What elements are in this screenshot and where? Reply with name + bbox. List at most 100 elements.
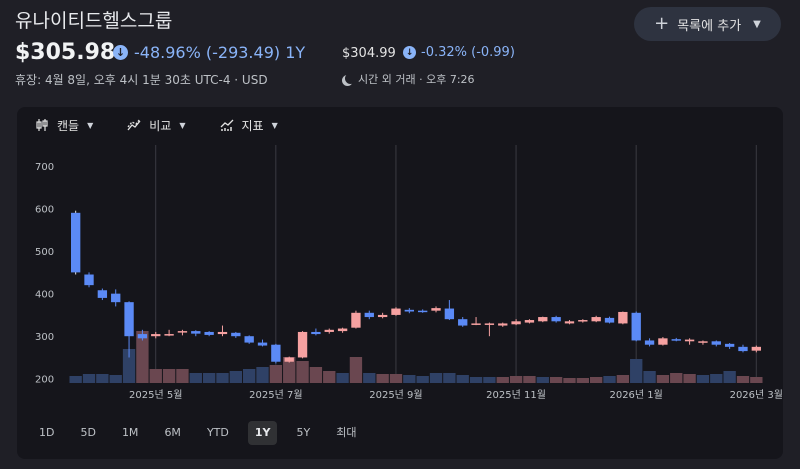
candle-body (257, 342, 268, 346)
volume-bar (216, 373, 229, 383)
plus-icon: + (654, 13, 670, 34)
candle-body (151, 334, 161, 337)
volume-bar (349, 357, 363, 383)
volume-bar (643, 371, 656, 383)
after-hours-change: ↓ -0.32% (-0.99) (403, 45, 515, 60)
volume-bar (723, 371, 736, 383)
candle-body (564, 321, 575, 324)
y-tick-label: 300 (35, 332, 54, 343)
y-tick-label: 600 (35, 205, 54, 216)
company-title: 유나이티드헬스그룹 (15, 10, 173, 32)
candle-body (324, 329, 334, 332)
volume-bar (456, 375, 469, 383)
range-button[interactable]: 최대 (336, 426, 357, 439)
candle-body (711, 341, 721, 345)
range-button[interactable]: 1Y (247, 421, 278, 445)
volume-bar (750, 377, 763, 383)
volume-bar (590, 377, 603, 383)
volume-bar (483, 377, 496, 383)
candlestick-chart[interactable]: 2025년 5월 2025년 7월 2025년 9월 2025년 11월 2026년 1… (17, 145, 783, 415)
range-selector: 1D 5D 1M 6M YTD 1Y 5Y 최대 (32, 421, 375, 445)
volume-bar (202, 373, 216, 383)
add-to-watchlist-button[interactable]: + 목록에 추가 ▼ (634, 7, 781, 41)
price-change: ↓ -48.96% (-293.49) 1Y (113, 43, 305, 62)
compare-dropdown[interactable]: 비교 ▼ (109, 117, 201, 134)
candle-body (177, 331, 188, 333)
candle-body (644, 340, 655, 345)
volume-bar (256, 367, 269, 383)
volume-bar (149, 369, 162, 383)
candle-body (418, 310, 428, 313)
candle-body (631, 312, 641, 341)
volume-bar (523, 376, 536, 383)
volume-bar (122, 349, 136, 383)
x-tick-label: 2025년 9월 (369, 389, 422, 401)
volume-bar (363, 373, 376, 383)
candle-body (97, 290, 108, 298)
candle-body (204, 331, 214, 335)
candle-body (137, 334, 148, 339)
range-button[interactable]: 6M (164, 426, 181, 439)
candle-body (738, 346, 748, 352)
range-button[interactable]: 5D (80, 426, 96, 439)
caret-down-icon: ▼ (87, 120, 94, 130)
candle-body (311, 331, 321, 335)
candle-body (591, 317, 601, 322)
volume-bar (96, 374, 109, 383)
y-tick-label: 200 (35, 375, 54, 386)
volume-bar (136, 331, 149, 383)
indicator-label: 지표 (241, 118, 264, 133)
range-button[interactable]: 1D (39, 426, 55, 439)
range-button[interactable]: YTD (206, 426, 229, 439)
volume-bar (403, 375, 416, 383)
candle-body (231, 332, 241, 337)
candle-body (271, 344, 281, 362)
candle-body (498, 323, 508, 326)
candle-body (671, 339, 681, 341)
indicator-dropdown[interactable]: 지표 ▼ (202, 117, 294, 134)
volume-bar (189, 373, 202, 383)
compare-label: 비교 (149, 118, 172, 133)
after-hours-status: 시간 외 거래 · 오후 7:26 (342, 71, 475, 87)
current-price: $305.98 (15, 40, 116, 65)
volume-bar (536, 377, 549, 383)
volume-bar (736, 376, 750, 383)
volume-bar (162, 369, 176, 383)
y-tick-label: 700 (35, 162, 54, 173)
candle-body (551, 317, 561, 322)
chart-panel: 캔들 ▼ 비교 ▼ 지표 ▼ 2025년 5월 2025년 7월 2025년 9월 2… (17, 107, 783, 459)
candle-body (444, 308, 455, 320)
volume-bar (296, 361, 309, 383)
volume-bar (656, 375, 670, 383)
candle-body (658, 338, 668, 345)
volume-bar (549, 377, 563, 383)
candle-body (284, 357, 294, 362)
volume-bar (376, 374, 389, 383)
candle-body (84, 274, 94, 286)
x-tick-label: 2025년 11월 (486, 389, 546, 401)
moon-icon (345, 73, 356, 84)
range-button[interactable]: 5Y (296, 426, 311, 439)
volume-bar (603, 376, 616, 383)
candle-body (71, 212, 81, 273)
volume-bar (243, 369, 256, 383)
volume-bar (509, 376, 523, 383)
after-hours-status-text: 시간 외 거래 · 오후 7:26 (358, 73, 475, 86)
volume-bar (389, 374, 403, 383)
candle-body (458, 319, 468, 326)
candle-body (297, 331, 308, 358)
range-button[interactable]: 1M (121, 426, 139, 439)
volume-bar (443, 373, 456, 383)
candle-dropdown[interactable]: 캔들 ▼ (17, 117, 109, 134)
candle-body (124, 302, 134, 337)
volume-bar (416, 376, 429, 383)
arrow-down-icon: ↓ (403, 46, 416, 59)
x-tick-label: 2025년 7월 (249, 389, 302, 401)
caret-down-icon: ▼ (271, 120, 278, 130)
candle-body (511, 321, 521, 325)
volume-bar (336, 373, 349, 383)
volume-bar (616, 375, 630, 383)
chart-toolbar: 캔들 ▼ 비교 ▼ 지표 ▼ (17, 107, 294, 143)
market-status: 휴장: 4월 8일, 오후 4시 1분 30초 UTC-4 · USD (15, 73, 268, 87)
candle-body (351, 312, 361, 328)
